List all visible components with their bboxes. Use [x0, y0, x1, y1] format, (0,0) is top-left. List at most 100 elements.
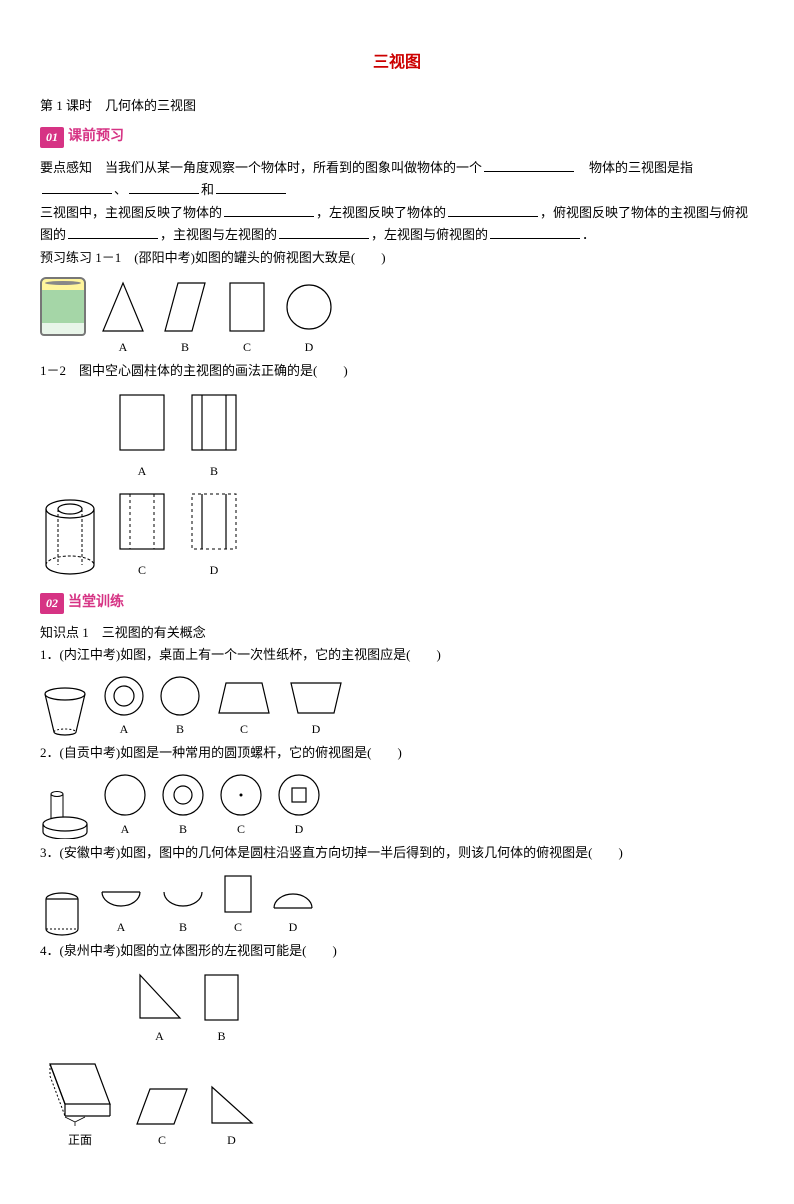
circle-icon — [284, 278, 334, 336]
label-C: C — [243, 338, 251, 357]
label-C: C — [138, 561, 146, 580]
q2-text: 2．(自贡中考)如图是一种常用的圆顶螺杆，它的俯视图是( ) — [40, 743, 754, 764]
blank — [216, 179, 286, 194]
parallelogram-icon — [160, 278, 210, 336]
label-A: A — [119, 338, 128, 357]
option-C: C — [218, 772, 264, 839]
option-A: A — [112, 390, 172, 481]
q4-row2: 正面 C D — [40, 1054, 754, 1150]
label-D: D — [227, 1131, 236, 1150]
option-B: B — [158, 882, 208, 937]
half-cylinder — [40, 887, 84, 937]
bolt — [40, 784, 90, 839]
right-triangle-icon — [132, 970, 187, 1025]
double-circle-icon — [160, 772, 206, 818]
kp-text-2: 物体的三视图是指 — [576, 160, 693, 175]
option-A: A — [102, 772, 148, 839]
kp2-a: 三视图中，主视图反映了物体的 — [40, 205, 222, 220]
kp2-b: ，左视图反映了物体的 — [316, 205, 446, 220]
label-C: C — [237, 820, 245, 839]
label-C: C — [240, 720, 248, 739]
semicircle-up-icon — [268, 882, 318, 916]
label-A: A — [155, 1027, 164, 1046]
label-B: B — [176, 720, 184, 739]
label-D: D — [312, 720, 321, 739]
label-B: B — [179, 820, 187, 839]
front-label: 正面 — [68, 1131, 92, 1150]
option-B: B — [184, 390, 244, 481]
option-B: B — [158, 674, 202, 739]
semicircle-down-line-icon — [96, 882, 146, 916]
circle-dot-icon — [218, 772, 264, 818]
right-triangle-2-icon — [204, 1079, 259, 1129]
can-icon — [40, 277, 86, 336]
ex-1-2-row1: A B — [40, 390, 754, 481]
label-A: A — [117, 918, 126, 937]
blank — [279, 224, 369, 239]
kp2-e: ，左视图与俯视图的 — [371, 227, 488, 242]
blank — [42, 179, 112, 194]
knowledge-point: 知识点 1 三视图的有关概念 — [40, 623, 754, 644]
can-image — [40, 277, 86, 357]
label-A: A — [121, 820, 130, 839]
option-B: B — [199, 970, 244, 1046]
option-C: C — [132, 1084, 192, 1150]
q3-text: 3．(安徽中考)如图，图中的几何体是圆柱沿竖直方向切掉一半后得到的，则该几何体的… — [40, 843, 754, 864]
kp-sep-1: 、 — [114, 182, 127, 197]
q4-text: 4．(泉州中考)如图的立体图形的左视图可能是( ) — [40, 941, 754, 962]
lesson-line: 第 1 课时 几何体的三视图 — [40, 96, 754, 117]
label-B: B — [181, 338, 189, 357]
rect-outline-icon — [112, 390, 172, 460]
label-B: B — [217, 1027, 225, 1046]
option-B: B — [160, 772, 206, 839]
keypoint-2: 三视图中，主视图反映了物体的，左视图反映了物体的，俯视图反映了物体的主视图与俯视… — [40, 202, 754, 246]
rectangle-icon — [220, 872, 256, 916]
prism-3d: 正面 — [40, 1054, 120, 1150]
rect-dashed-outer-icon — [184, 489, 244, 559]
blank — [484, 157, 574, 172]
prism-icon — [40, 1054, 120, 1129]
label-D: D — [305, 338, 314, 357]
semicircle-down-icon — [158, 882, 208, 916]
triangle-icon — [98, 278, 148, 336]
rectangle-icon — [199, 970, 244, 1025]
option-C: C — [214, 678, 274, 739]
label-D: D — [295, 820, 304, 839]
section-num-02: 02 — [40, 593, 64, 614]
q2-options: A B C D — [40, 772, 754, 839]
option-D: D — [284, 278, 334, 357]
section-02: 02 当堂训练 — [40, 592, 124, 614]
ex-1-2-row2: C D — [40, 489, 754, 580]
option-D: D — [184, 489, 244, 580]
option-B: B — [160, 278, 210, 357]
section-num-01: 01 — [40, 127, 64, 148]
kp2-d: ，主视图与左视图的 — [160, 227, 277, 242]
q3-options: A B C D — [40, 872, 754, 937]
trapezoid-inv-icon — [286, 678, 346, 718]
option-A: A — [96, 882, 146, 937]
kp2-f: ． — [582, 227, 595, 242]
keypoint-1: 要点感知 当我们从某一角度观察一个物体时，所看到的图象叫做物体的一个 物体的三视… — [40, 157, 754, 201]
section-text-01: 课前预习 — [68, 126, 124, 148]
bolt-icon — [40, 784, 90, 839]
ex-1-1-text: 预习练习 1－1 (邵阳中考)如图的罐头的俯视图大致是( ) — [40, 248, 754, 269]
circle-icon — [158, 674, 202, 718]
kp-sep-2: 和 — [201, 182, 214, 197]
rectangle-icon — [222, 278, 272, 336]
rect-dashed-lines-icon — [112, 489, 172, 559]
q1-options: A B C D — [40, 674, 754, 739]
rect-solid-lines-icon — [184, 390, 244, 460]
label-C: C — [234, 918, 242, 937]
blank — [490, 224, 580, 239]
option-C: C — [112, 489, 172, 580]
section-text-02: 当堂训练 — [68, 592, 124, 614]
q1-text: 1．(内江中考)如图，桌面上有一个一次性纸杯，它的主视图应是( ) — [40, 645, 754, 666]
blank — [68, 224, 158, 239]
option-D: D — [286, 678, 346, 739]
option-C: C — [220, 872, 256, 937]
option-D: D — [204, 1079, 259, 1150]
label-B: B — [210, 462, 218, 481]
circle-square-icon — [276, 772, 322, 818]
label-A: A — [120, 720, 129, 739]
paper-cup — [40, 684, 90, 739]
